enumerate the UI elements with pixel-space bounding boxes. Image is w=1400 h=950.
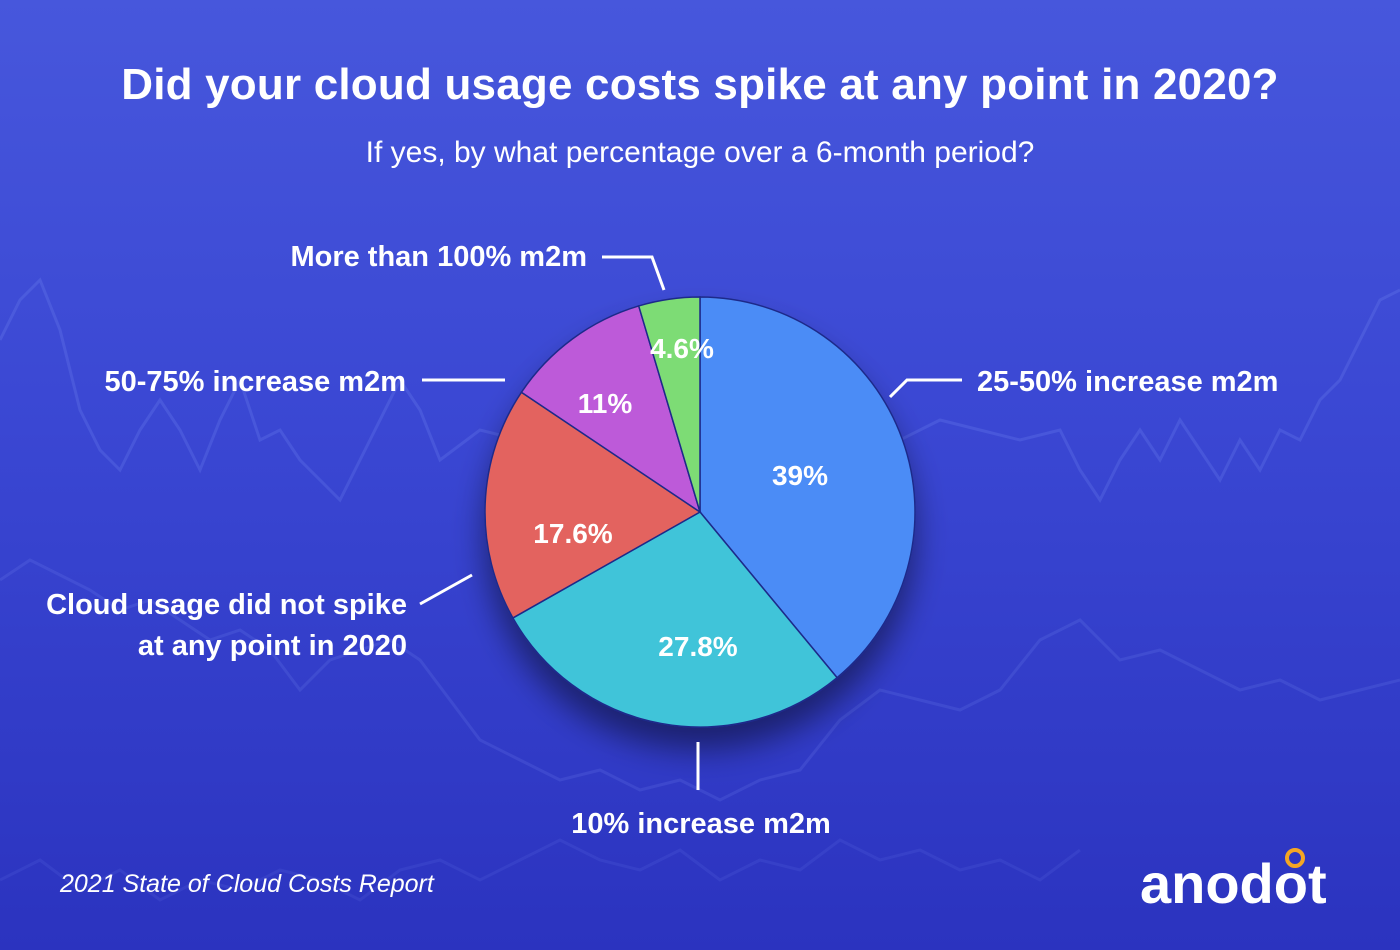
leader-line-over-100	[602, 255, 666, 291]
pie-slice-10	[511, 511, 839, 728]
category-label-over-100: More than 100% m2m	[290, 241, 587, 273]
pie-slice-no-spike	[484, 391, 702, 619]
pie-slice-50-75	[520, 304, 702, 514]
brand-accent-dot	[1285, 848, 1305, 868]
slice-value-no-spike: 17.6%	[533, 518, 612, 549]
chart-title: Did your cloud usage costs spike at any …	[121, 60, 1279, 109]
category-label-no-spike-line1: Cloud usage did not spike	[46, 589, 407, 621]
category-label-25-50: 25-50% increase m2m	[977, 366, 1278, 398]
category-label-no-spike-line2: at any point in 2020	[138, 630, 407, 662]
slice-value-50-75: 11%	[578, 388, 633, 419]
leader-line-no-spike	[419, 573, 473, 606]
slice-value-10: 27.8%	[658, 631, 737, 662]
background-wave-bottom	[0, 838, 1081, 902]
pie-slice-25-50	[699, 296, 916, 679]
brand-wordmark: anodot	[1140, 852, 1327, 915]
source-caption: 2021 State of Cloud Costs Report	[60, 870, 434, 898]
category-label-50-75: 50-75% increase m2m	[105, 366, 406, 398]
chart-subtitle: If yes, by what percentage over a 6-mont…	[365, 136, 1035, 169]
background-wave-lower	[0, 558, 1400, 802]
leader-line-25-50	[888, 378, 962, 399]
anodot-logo: anodot	[1140, 848, 1327, 915]
pie-slice-over-100	[637, 296, 701, 513]
slice-value-25-50: 39%	[772, 460, 828, 491]
slice-value-over-100: 4.6%	[650, 333, 714, 364]
category-label-10: 10% increase m2m	[571, 808, 831, 840]
